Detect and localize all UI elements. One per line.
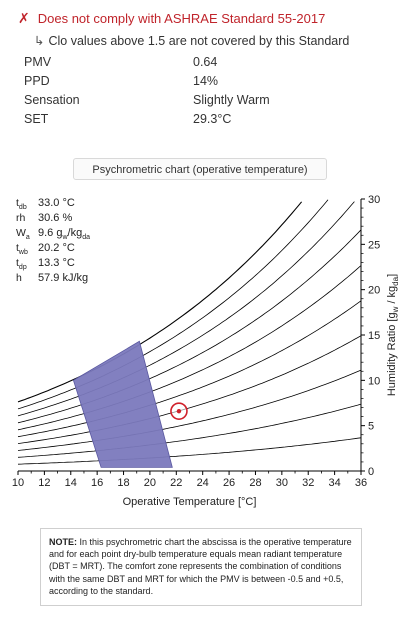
note-text: In this psychrometric chart the abscissa… [49,537,352,596]
clo-warning-text: Clo values above 1.5 are not covered by … [48,34,350,48]
x-tick-label: 26 [223,477,235,489]
readout-twb-value: 20.2 °C [38,242,75,254]
result-label-sensation: Sensation [24,93,80,107]
x-mark-icon: ✗ [18,10,30,26]
rh-curve-30 [17,369,362,451]
x-tick-label: 18 [117,477,129,489]
readout-h: h 57.9 kJ/kg [16,272,88,284]
readout-tdp-symbol: tdp [16,257,27,272]
x-tick-label: 10 [12,477,24,489]
x-tick-label: 36 [355,477,367,489]
result-value-sensation: Slightly Warm [193,93,270,107]
rh-curve-80 [17,201,355,417]
compliance-message: ✗ Does not comply with ASHRAE Standard 55… [18,10,325,27]
readout-tdb-symbol: tdb [16,197,27,212]
x-tick-label: 34 [328,477,340,489]
rh-curve-60 [17,265,362,431]
readout-twb: twb 20.2 °C [16,242,75,256]
y-tick-label: 5 [368,421,374,433]
y-axis-ticks: 0 5 10 15 20 25 30 [361,194,380,478]
result-label-pmv: PMV [24,55,52,69]
readout-rh-symbol: rh [16,212,26,224]
y-tick-label: 30 [368,194,380,206]
x-tick-label: 32 [302,477,314,489]
result-label-ppd: PPD [24,74,50,88]
readout-rh-value: 30.6 % [38,212,73,224]
readout-twb-symbol: twb [16,242,28,257]
x-tick-label: 12 [38,477,50,489]
rh-curve-100 [17,201,303,403]
rh-curve-10 [17,437,362,465]
y-tick-label: 10 [368,375,380,387]
y-tick-label: 20 [368,285,380,297]
readout-wa: Wa 9.6 gw/kgda [16,227,90,241]
rh-curve-50 [17,300,362,438]
result-value-ppd: 14% [193,74,219,88]
result-value-pmv: 0.64 [193,55,218,69]
readout-rh: rh 30.6 % [16,212,72,224]
readout-wa-symbol: Wa [16,227,30,242]
chart-note: NOTE: In this psychrometric chart the ab… [40,528,362,606]
result-value-set: 29.3°C [193,112,232,126]
x-tick-label: 20 [144,477,156,489]
x-tick-label: 22 [170,477,182,489]
chart-type-select[interactable]: Psychrometric chart (operative temperatu… [73,158,327,180]
readout-tdp-value: 13.3 °C [38,257,75,269]
y-tick-label: 0 [368,466,374,478]
result-label-set: SET [24,112,49,126]
readout-tdb-value: 33.0 °C [38,197,75,209]
rh-curve-40 [17,335,362,444]
x-tick-label: 28 [249,477,261,489]
rh-curve-70 [17,229,362,424]
x-tick-label: 30 [276,477,288,489]
readout-tdp: tdp 13.3 °C [16,257,75,271]
current-condition-point-center [176,408,182,414]
readout-h-symbol: h [16,272,22,284]
x-tick-label: 14 [65,477,77,489]
rh-curve-90 [17,199,329,410]
y-tick-label: 15 [368,330,380,342]
readout-wa-value: 9.6 gw/kgda [38,227,91,242]
note-title: NOTE: [49,537,77,547]
clo-warning: ↳ Clo values above 1.5 are not covered by… [34,33,349,48]
x-axis-label: Operative Temperature [°C] [123,496,257,508]
rh-curve-20 [17,403,362,458]
x-tick-label: 16 [91,477,103,489]
x-axis-ticks: 10 12 14 16 18 20 22 24 26 28 30 32 34 36 [12,471,367,489]
readout-tdb: tdb 33.0 °C [16,197,75,211]
y-axis-label: Humidity Ratio [gw / kgda] [386,274,400,396]
rh-curves [17,199,362,465]
x-tick-label: 24 [197,477,209,489]
readout-h-value: 57.9 kJ/kg [38,272,89,284]
compliance-text: Does not comply with ASHRAE Standard 55-… [37,11,326,26]
comfort-zone [72,340,173,468]
y-tick-label: 25 [368,239,380,251]
sub-arrow-icon: ↳ [34,34,45,48]
